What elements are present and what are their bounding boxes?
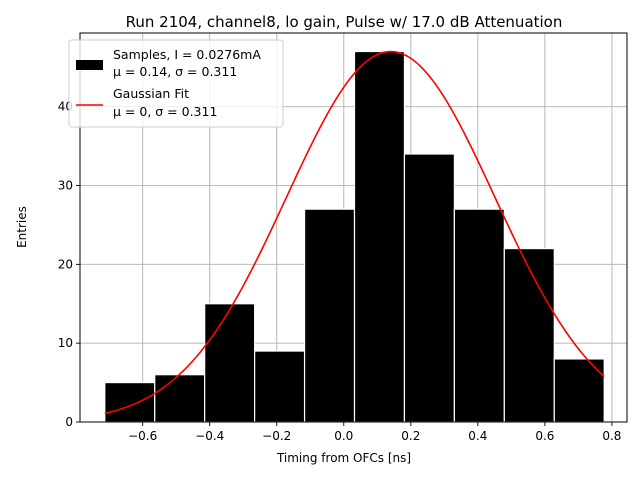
y-tick-label: 20	[58, 257, 73, 271]
y-axis-label: Entries	[15, 206, 29, 248]
x-tick-label: −0.2	[262, 429, 291, 443]
x-axis-ticks: −0.6 −0.4 −0.2 0.0 0.2 0.4 0.6 0.8	[128, 422, 621, 443]
x-tick-label: 0.2	[401, 429, 420, 443]
x-tick-label: 0.8	[602, 429, 621, 443]
gaussian-fit-curve	[104, 50, 605, 415]
legend-label-samples: Samples, I = 0.0276mA	[113, 47, 261, 62]
x-axis-label: Timing from OFCs [ns]	[276, 451, 411, 465]
histogram-bar	[503, 247, 555, 423]
histogram-bar	[353, 50, 406, 423]
histogram-bar	[204, 303, 256, 423]
histogram-bar	[104, 381, 156, 423]
x-tick-label: 0.6	[535, 429, 554, 443]
y-tick-label: 0	[65, 415, 73, 429]
legend-stats-samples: μ = 0.14, σ = 0.311	[113, 64, 237, 79]
x-tick-label: 0.4	[468, 429, 487, 443]
histogram-bar	[154, 374, 206, 423]
histogram-bar	[403, 153, 455, 423]
y-tick-label: 10	[58, 336, 73, 350]
legend-swatch-samples	[76, 60, 103, 70]
histogram-bar	[453, 208, 505, 423]
legend-box	[68, 39, 284, 128]
legend-label-fit: Gaussian Fit	[113, 86, 189, 101]
x-tick-label: −0.6	[128, 429, 157, 443]
histogram-bar	[303, 208, 356, 423]
chart-title: Run 2104, channel8, lo gain, Pulse w/ 17…	[126, 13, 563, 31]
x-tick-label: −0.4	[195, 429, 224, 443]
x-tick-label: 0.0	[334, 429, 353, 443]
fit-curve-group	[104, 50, 605, 415]
histogram-bar	[254, 350, 306, 423]
y-tick-label: 30	[58, 179, 73, 193]
legend-stats-fit: μ = 0, σ = 0.311	[113, 104, 217, 119]
legend: Samples, I = 0.0276mA μ = 0.14, σ = 0.31…	[68, 39, 284, 128]
plot-frame	[79, 32, 628, 423]
